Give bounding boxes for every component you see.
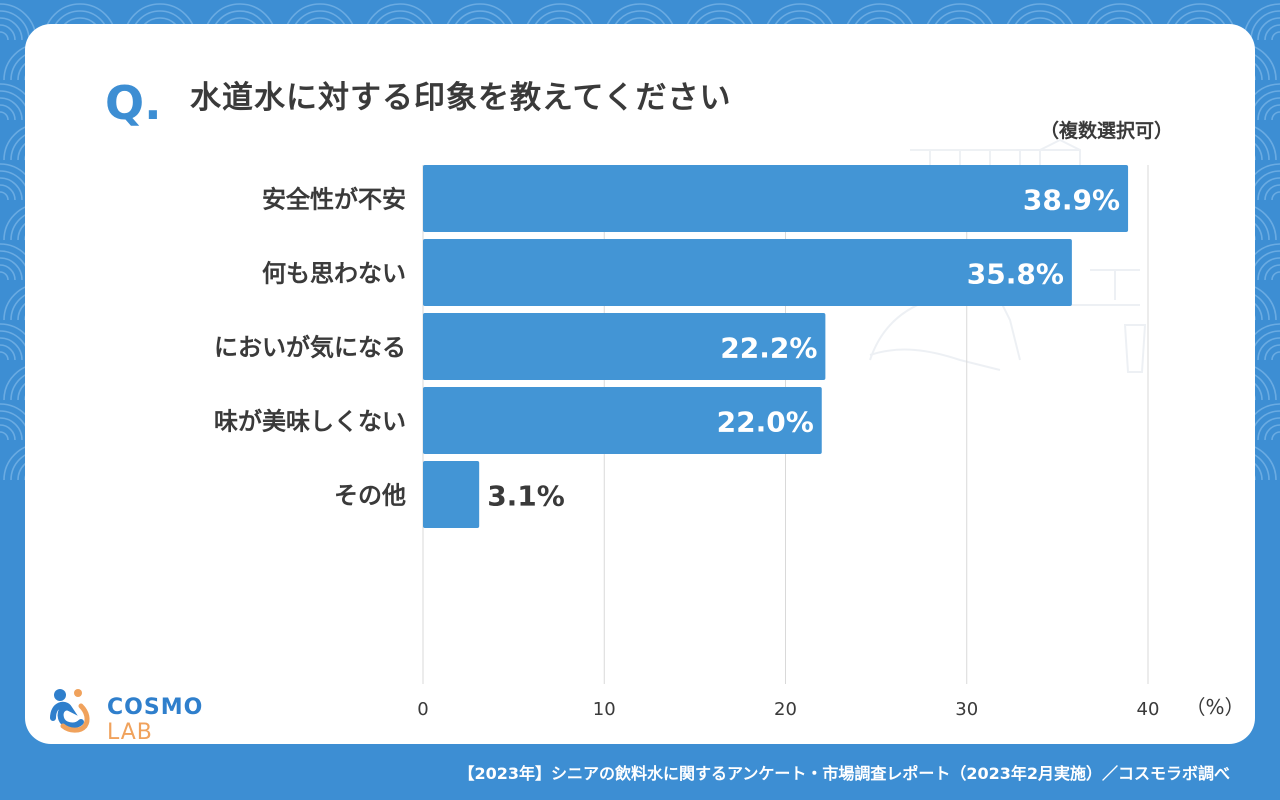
question-title: 水道水に対する印象を教えてください [190,80,732,116]
cosmo-lab-logo: COSMO LAB [47,684,247,744]
category-label: 味が美味しくない [214,408,406,436]
bar-0 [423,165,1129,232]
logo-text: COSMO LAB [107,695,247,744]
source-footer: 【2023年】シニアの飲料水に関するアンケート・市場調査レポート（2023年2月… [458,764,1230,783]
x-tick-label: 10 [593,699,616,720]
chart-card: Q. 水道水に対する印象を教えてください （複数選択可） 安全性が不安 何も思わな… [25,24,1255,744]
bar-3 [423,387,822,454]
bars-group [423,165,1129,528]
category-label: においが気になる [214,334,406,362]
x-tick-label: 30 [955,699,978,720]
category-label: 安全性が不安 [262,186,406,214]
bar-1 [423,239,1072,306]
x-tick-label: 40 [1137,699,1160,720]
category-label: その他 [334,482,406,510]
value-label: 38.9% [1023,184,1120,217]
question-mark-label: Q. [105,76,162,130]
value-label: 22.2% [720,332,817,365]
logo-text-main: COSMO [107,695,204,720]
x-tick-labels: 0 10 20 30 40 [417,699,1159,720]
value-label: 3.1% [487,480,565,513]
logo-text-accent: LAB [107,720,153,744]
multiple-choice-note: （複数選択可） [1040,120,1174,142]
bar-2 [423,313,826,380]
value-label: 22.0% [717,406,814,439]
logo-mark-icon [50,689,90,733]
x-tick-label: 20 [774,699,797,720]
value-labels: 38.9% 35.8% 22.2% 22.0% 3.1% [487,184,1120,513]
x-unit-label: （%） [1185,695,1244,719]
bar-4 [423,461,480,528]
x-tick-label: 0 [417,699,428,720]
category-label: 何も思わない [262,260,406,288]
value-label: 35.8% [967,258,1064,291]
